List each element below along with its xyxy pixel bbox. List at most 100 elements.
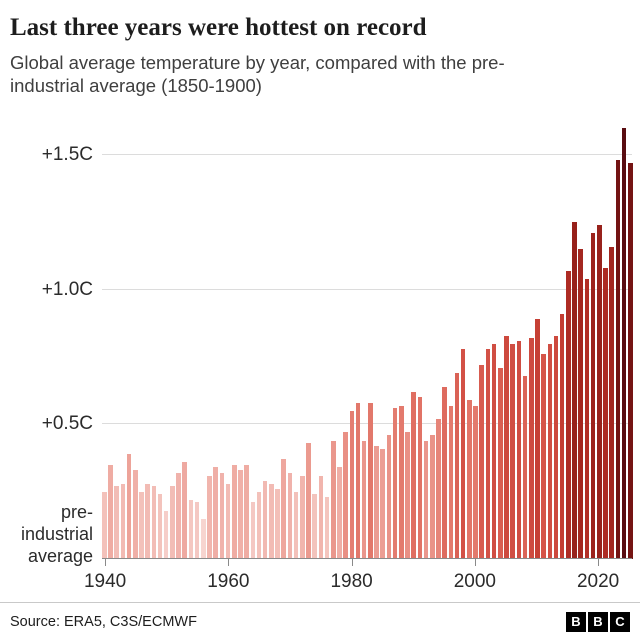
bar-2024 xyxy=(621,128,627,559)
bar-1959 xyxy=(219,472,225,559)
bar-2022 xyxy=(609,246,614,559)
bar-2011 xyxy=(541,354,546,559)
y-axis-label-0.5: +0.5C xyxy=(41,413,93,435)
bar-2016 xyxy=(572,222,577,559)
bar-2012 xyxy=(547,343,553,559)
bar-1948 xyxy=(151,486,157,559)
bar-1963 xyxy=(244,464,249,559)
x-tick-1940 xyxy=(105,559,107,566)
bar-2007 xyxy=(516,340,522,559)
x-axis-label-2020: 2020 xyxy=(576,571,620,592)
bar-1976 xyxy=(324,497,330,559)
gridline-1.5 xyxy=(102,154,632,156)
bar-1991 xyxy=(417,397,423,559)
bar-2003 xyxy=(491,343,497,559)
bar-2015 xyxy=(566,270,571,559)
bar-1996 xyxy=(448,405,454,559)
y-axis-label-1.5: +1.5C xyxy=(41,144,93,166)
bar-1953 xyxy=(182,462,188,559)
bar-2021 xyxy=(603,268,608,559)
bar-1981 xyxy=(355,402,361,559)
bar-2025 xyxy=(627,163,633,559)
bar-2006 xyxy=(510,343,515,559)
bar-1992 xyxy=(423,440,429,559)
bar-1971 xyxy=(293,491,299,559)
bar-1972 xyxy=(300,475,305,559)
bar-1973 xyxy=(306,443,311,559)
bar-1960 xyxy=(225,483,231,559)
bar-1957 xyxy=(207,475,212,559)
x-tick-1960 xyxy=(228,559,230,566)
source-text: Source: ERA5, C3S/ECMWF xyxy=(10,613,197,630)
bar-1967 xyxy=(269,483,274,559)
bar-1988 xyxy=(399,405,404,559)
bar-2009 xyxy=(528,338,534,559)
x-axis-line xyxy=(102,558,632,559)
x-tick-2020 xyxy=(598,559,600,566)
bar-1977 xyxy=(330,440,336,559)
bar-1969 xyxy=(281,459,287,559)
bar-1997 xyxy=(454,373,460,559)
bar-2013 xyxy=(553,335,559,559)
bar-1987 xyxy=(392,408,398,559)
bar-1978 xyxy=(337,467,342,559)
bar-2023 xyxy=(615,160,621,559)
bar-1990 xyxy=(411,392,416,559)
bar-1941 xyxy=(108,464,113,559)
bar-1982 xyxy=(361,440,367,559)
bar-1968 xyxy=(275,489,280,559)
bar-2020 xyxy=(597,225,602,559)
bar-1961 xyxy=(231,464,237,559)
bar-1949 xyxy=(157,494,163,559)
gridline-1 xyxy=(102,288,632,290)
chart-title: Last three years were hottest on record xyxy=(10,14,427,41)
baseline-label-line: pre- xyxy=(60,502,93,523)
bar-1984 xyxy=(374,445,379,559)
plot-area: +1.5C +1.0C +0.5C pre-industrial average 1940… xyxy=(21,112,633,592)
chart-area: +1.5C +1.0C +0.5C pre-industrial average 1940… xyxy=(10,112,633,602)
bar-1998 xyxy=(460,348,466,559)
bar-2008 xyxy=(522,375,528,559)
bar-1956 xyxy=(201,518,206,559)
bar-1965 xyxy=(256,491,262,559)
bar-1962 xyxy=(238,470,243,559)
bar-1950 xyxy=(163,510,169,559)
bar-1999 xyxy=(467,400,472,559)
bbc-logo-block: B xyxy=(588,611,608,632)
bar-1940 xyxy=(102,491,107,559)
y-axis-label-1: +1.0C xyxy=(41,278,93,300)
x-tick-2000 xyxy=(474,559,476,566)
subtitle-line-1: Global average temperature by year, comp… xyxy=(10,51,505,73)
bar-1958 xyxy=(213,467,218,559)
x-axis-label-2000: 2000 xyxy=(453,571,496,592)
bar-1985 xyxy=(380,448,386,559)
bar-2005 xyxy=(504,335,509,559)
x-axis-label-1980: 1980 xyxy=(330,571,373,592)
bar-1979 xyxy=(343,432,348,559)
bar-1952 xyxy=(176,472,181,559)
bar-2004 xyxy=(498,367,503,559)
bars-container xyxy=(102,112,633,559)
bar-1983 xyxy=(368,402,373,559)
bar-2002 xyxy=(485,348,491,559)
bar-1942 xyxy=(114,486,119,559)
bar-1955 xyxy=(194,502,200,559)
x-axis-label-1960: 1960 xyxy=(207,571,250,592)
x-tick-1980 xyxy=(351,559,353,566)
bar-2010 xyxy=(535,319,540,559)
bar-1989 xyxy=(405,432,410,559)
bar-1944 xyxy=(126,453,132,559)
bar-1986 xyxy=(386,435,392,559)
bbc-logo-block: C xyxy=(610,611,630,632)
subtitle-line-2: industrial average (1850-1900) xyxy=(10,74,262,96)
bar-1954 xyxy=(188,499,194,559)
bar-1943 xyxy=(120,483,126,559)
bar-1946 xyxy=(139,491,144,559)
bar-1994 xyxy=(436,418,441,559)
bar-1947 xyxy=(145,483,150,559)
baseline-label: pre-industrial average xyxy=(21,502,93,568)
bar-1966 xyxy=(262,480,268,559)
bar-1974 xyxy=(312,494,317,559)
